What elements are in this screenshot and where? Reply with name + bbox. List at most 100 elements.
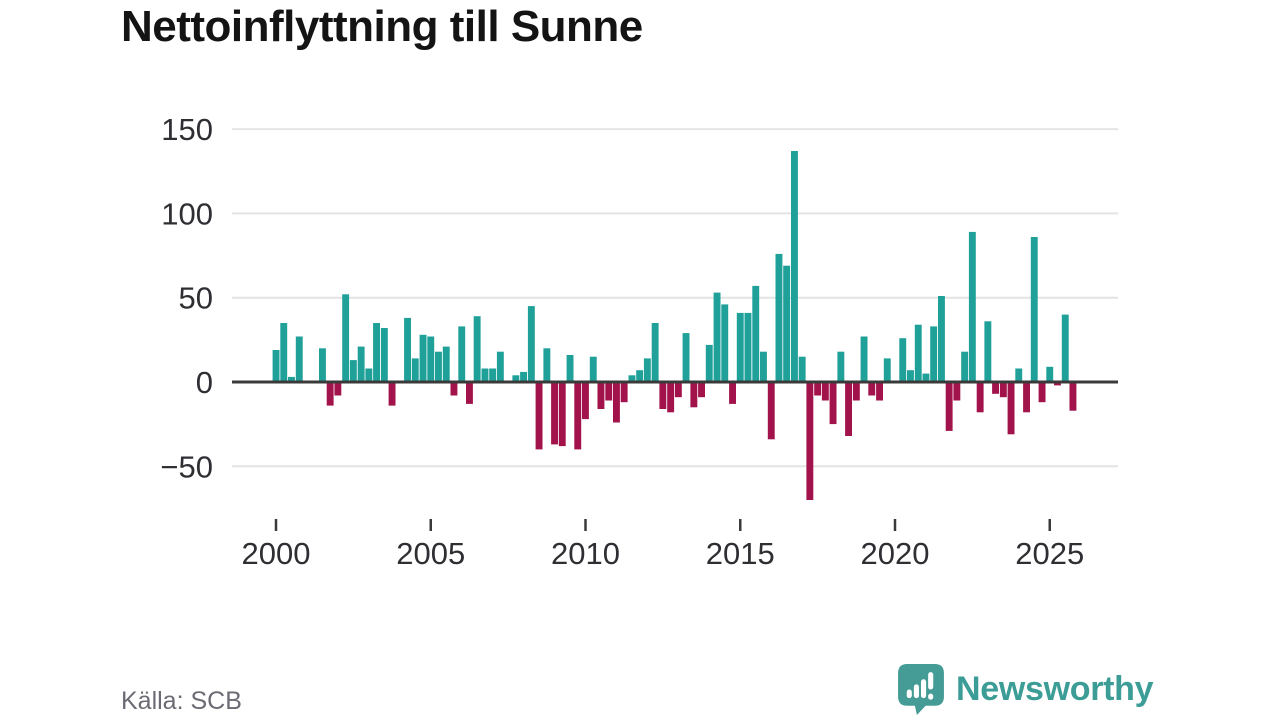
bar-negative (690, 382, 698, 408)
bar-positive (984, 321, 992, 382)
bar-negative (334, 382, 342, 396)
bar-positive (373, 323, 380, 382)
x-tick-label: 2010 (551, 536, 620, 571)
brand-name: Newsworthy (956, 670, 1154, 708)
bar-positive (411, 358, 419, 382)
bar-negative (1038, 382, 1046, 403)
bar-positive (930, 326, 938, 382)
bar-positive (520, 371, 527, 382)
bar-negative (1054, 382, 1061, 386)
bar-positive (1046, 366, 1054, 382)
bar-negative (814, 382, 822, 396)
bar-positive (1015, 368, 1023, 382)
bar-negative (535, 382, 543, 450)
bar-positive (566, 355, 574, 382)
bar-positive (295, 336, 303, 382)
bar-positive (404, 317, 411, 382)
x-tick-label: 2005 (396, 536, 465, 571)
bar-positive (721, 304, 729, 382)
bar-positive (744, 312, 752, 382)
bar-positive (798, 356, 806, 382)
bar-positive (922, 373, 930, 382)
bar-positive (636, 370, 644, 382)
y-tick-label: −50 (160, 449, 213, 484)
bar-positive (899, 338, 907, 382)
bar-negative (582, 382, 589, 420)
bar-positive (349, 360, 357, 382)
bar-positive (968, 231, 976, 382)
bar-positive (628, 375, 636, 382)
chart-title: Nettoinflyttning till Sunne (121, 2, 643, 51)
bar-negative (992, 382, 999, 394)
bar-positive (288, 376, 295, 382)
bar-positive (791, 151, 798, 382)
bar-positive (419, 334, 427, 382)
newsworthy-brand: Newsworthy (897, 663, 1154, 716)
source-caption: Källa: SCB (121, 687, 242, 715)
bar-positive (473, 316, 481, 382)
x-tick-label: 2025 (1015, 536, 1084, 571)
bar-positive (489, 368, 497, 382)
bar-negative (806, 382, 814, 500)
newsworthy-logo-icon (898, 664, 944, 715)
bar-negative (868, 382, 876, 396)
bar-positive (961, 351, 969, 382)
bar-positive (783, 265, 791, 382)
bar-positive (481, 368, 489, 382)
bar-negative (767, 382, 775, 440)
bar-positive (643, 358, 651, 382)
bar-negative (605, 382, 613, 401)
bar-negative (829, 382, 837, 425)
bar-negative (852, 382, 860, 401)
bar-positive (496, 351, 504, 382)
x-tick-label: 2020 (861, 536, 930, 571)
bar-positive (527, 306, 535, 382)
bar-negative (1007, 382, 1015, 435)
bar-negative (1069, 382, 1077, 411)
bar-positive (938, 296, 945, 382)
bar-positive (752, 285, 760, 382)
bar-positive (442, 346, 450, 382)
y-tick-label: 100 (161, 196, 213, 231)
bar-positive (365, 368, 373, 382)
y-tick-label: 150 (161, 112, 213, 147)
bar-positive (589, 356, 597, 382)
bar-negative (667, 382, 675, 413)
bar-negative (620, 382, 628, 403)
bar-negative (597, 382, 605, 409)
net-migration-bar-chart: 150 100 50 0 −50 2000 2005 2010 2015 2020 2025 (160, 112, 1118, 571)
bar-positive (837, 351, 845, 382)
bar-positive (342, 294, 350, 382)
bar-positive (860, 336, 868, 382)
bar-negative (558, 382, 566, 447)
bar-negative (450, 382, 458, 396)
bar-negative (945, 382, 953, 431)
bar-positive (458, 326, 466, 382)
y-tick-label: 50 (179, 281, 213, 316)
bar-negative (551, 382, 558, 445)
bar-positive (357, 346, 365, 382)
bar-positive (512, 375, 520, 382)
bar-positive (651, 323, 659, 382)
bar-negative (613, 382, 620, 423)
bar-positive (760, 351, 767, 382)
bar-positive (380, 328, 388, 382)
bar-negative (821, 382, 829, 401)
bar-positive (883, 358, 891, 382)
bar-negative (698, 382, 705, 398)
bar-positive (435, 351, 442, 382)
bar-positive (682, 333, 690, 382)
bar-positive (1030, 237, 1038, 382)
y-tick-label: 0 (196, 365, 213, 400)
bar-negative (674, 382, 682, 398)
bar-negative (326, 382, 334, 406)
bar-negative (659, 382, 667, 409)
bar-positive (705, 344, 713, 382)
bar-negative (1023, 382, 1030, 413)
bar-negative (976, 382, 984, 413)
bar-negative (574, 382, 582, 450)
bar-positive (914, 324, 922, 382)
bar-positive (907, 370, 914, 382)
bar-negative (876, 382, 883, 401)
x-tick-label: 2015 (706, 536, 775, 571)
